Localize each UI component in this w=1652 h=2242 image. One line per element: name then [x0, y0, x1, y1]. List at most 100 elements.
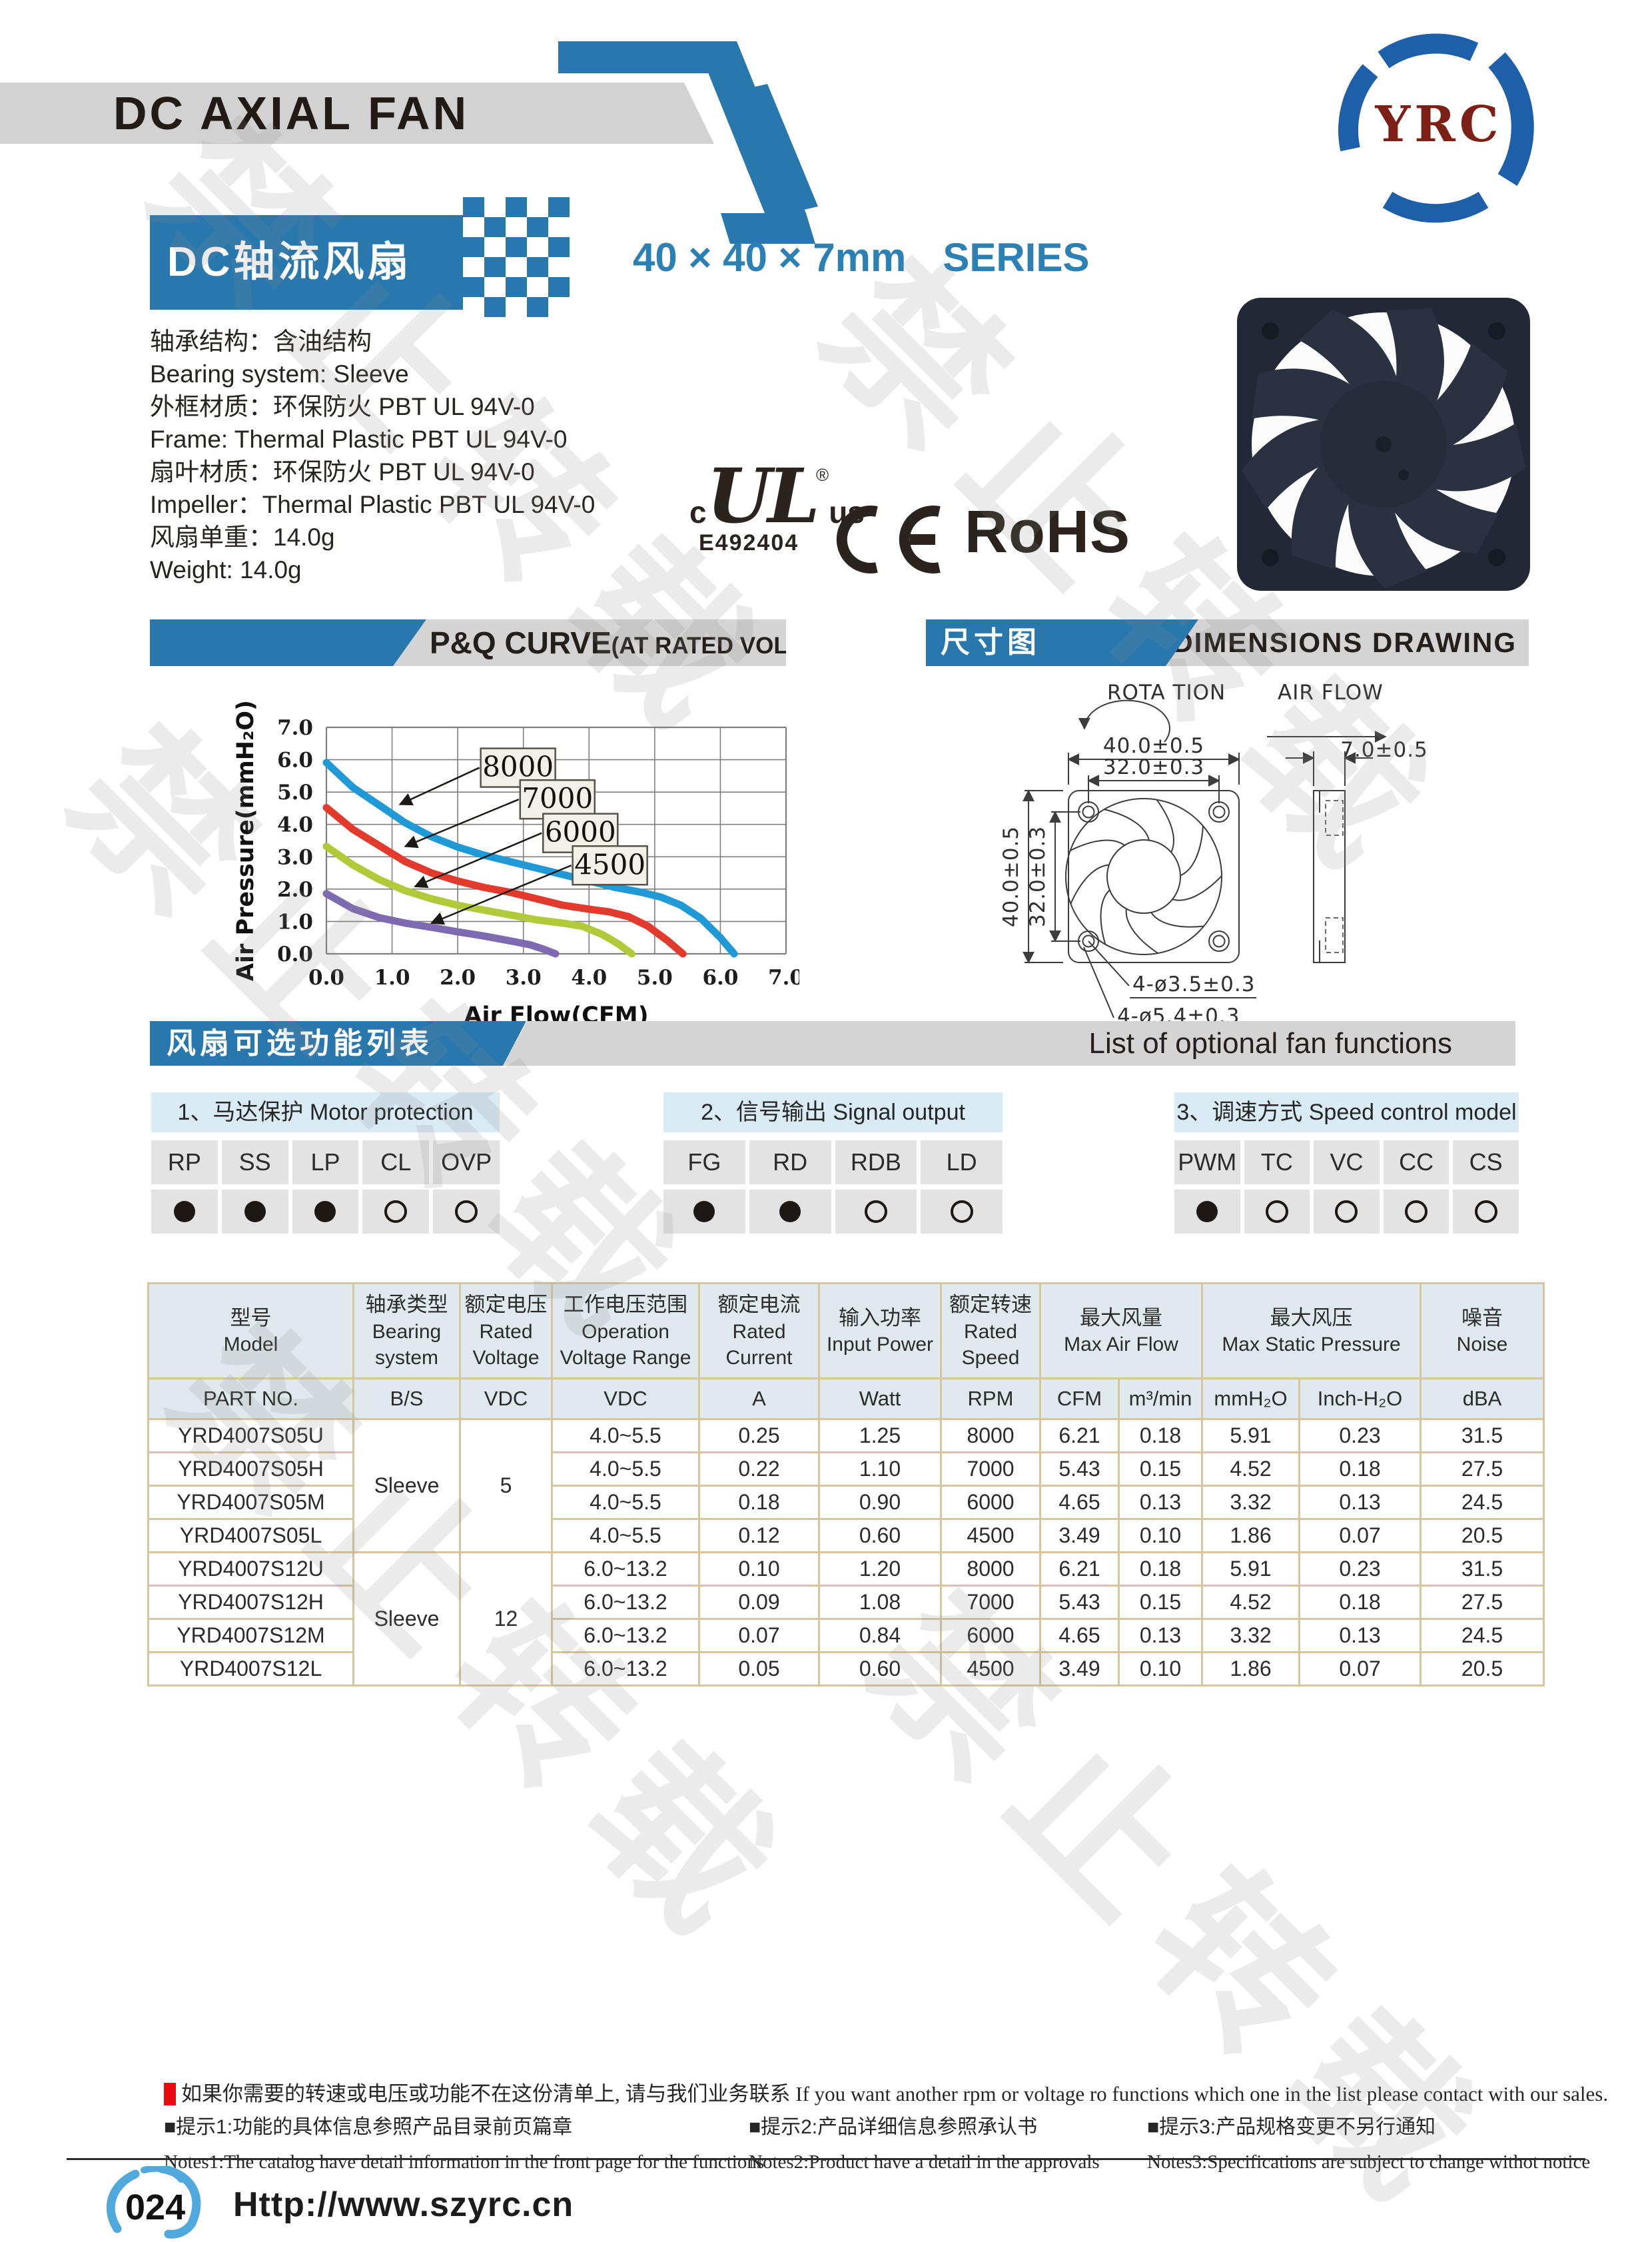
spec-table-part-no: YRD4007S05H [149, 1453, 352, 1485]
dimensions-title-cn: 尺寸图 [941, 626, 1040, 659]
function-enabled-dot-icon [1196, 1201, 1218, 1222]
spec-table-cell: 0.15 [1120, 1453, 1202, 1485]
spec-table-cell: 4.0~5.5 [553, 1453, 698, 1485]
svg-text:2.0: 2.0 [440, 966, 476, 990]
yrc-logo: YRC [1338, 33, 1534, 223]
function-disabled-dot-icon [1405, 1200, 1428, 1223]
spec-table-cell: 0.15 [1120, 1587, 1202, 1618]
spec-table-cell: 8000 [942, 1420, 1039, 1451]
spec-table-cell: 0.05 [700, 1653, 818, 1684]
footer-note-en: Notes1:The catalog have detail informati… [164, 2151, 765, 2173]
spec-table-cell: 1.08 [820, 1587, 940, 1618]
function-availability-cell [151, 1190, 218, 1234]
function-column-header: RD [749, 1140, 831, 1184]
footer-note-cn: ■提示2:产品详细信息参照承认书 [749, 2116, 1038, 2138]
spec-table-cell: 8000 [942, 1553, 1039, 1585]
ul-file-number: E492404 [699, 530, 799, 556]
spec-table-header-cell: 轴承类型 Bearing system [354, 1284, 459, 1377]
function-enabled-dot-icon [779, 1201, 801, 1222]
spec-table-cell: 0.13 [1300, 1487, 1420, 1518]
yrc-logo-text: YRC [1374, 96, 1502, 153]
function-disabled-dot-icon [384, 1200, 408, 1223]
spec-table-cell: 6.0~13.2 [553, 1620, 698, 1651]
spec-table-part-no: YRD4007S12H [149, 1587, 352, 1618]
ce-mark-icon [836, 506, 941, 573]
svg-text:3.0: 3.0 [277, 845, 313, 869]
pq-curve-subtitle: (AT RATED VOL TAGE) [611, 633, 865, 659]
spec-table-cell: 0.22 [700, 1453, 818, 1485]
spec-table-cell: 1.25 [820, 1420, 940, 1451]
function-column-header: CL [362, 1140, 430, 1184]
function-availability-cell [221, 1190, 288, 1234]
spec-table-cell: 31.5 [1422, 1420, 1543, 1451]
spec-table-cell: 0.25 [700, 1420, 818, 1451]
spec-table-header-cell: 输入功率 Input Power [820, 1284, 940, 1377]
spec-table-cell: 5.43 [1041, 1453, 1118, 1485]
dimensions-banner: DIMENSIONS DRAWING [1166, 619, 1529, 666]
spec-table-part-no: YRD4007S05M [149, 1487, 352, 1518]
function-column-header: SS [221, 1140, 288, 1184]
dim-thickness: 7.0±0.5 [1340, 738, 1428, 762]
spec-table-cell: 24.5 [1422, 1487, 1543, 1518]
impeller-blades-sketch [1070, 799, 1222, 954]
spec-table-cell: 1.86 [1203, 1653, 1299, 1684]
spec-table-cell: 0.18 [1300, 1587, 1420, 1618]
function-disabled-dot-icon [950, 1200, 973, 1223]
spec-table-cell: 4.65 [1041, 1487, 1118, 1518]
page-number-logo: 024 [106, 2166, 201, 2239]
spec-line: 扇叶材质：环保防火 PBT UL 94V-0 [150, 458, 535, 486]
functions-title-en: List of optional fan functions [1088, 1027, 1452, 1060]
svg-text:4.0: 4.0 [277, 813, 313, 837]
spec-table-cell: 7000 [942, 1453, 1039, 1485]
spec-table-unit-cell: A [700, 1379, 818, 1418]
series-size-title: 40 × 40 × 7mm SERIES [633, 234, 1089, 280]
spec-table-cell: 7000 [942, 1587, 1039, 1618]
footer-notice: 如果你需要的转速或电压或功能不在这份清单上, 请与我们业务联系 If you w… [164, 2077, 1608, 2107]
ul-letters: UL [706, 453, 820, 540]
dimensions-drawing: ROTA TION AIR FLOW [999, 681, 1428, 1030]
spec-table-header-cell: 最大风量 Max Air Flow [1041, 1284, 1202, 1377]
function-availability-cell [1453, 1190, 1519, 1234]
rohs-mark: RoHS [965, 499, 1130, 565]
website-link[interactable]: Http://www.szyrc.cn [233, 2185, 574, 2224]
spec-table-cell: 6.21 [1041, 1553, 1118, 1585]
spec-line: Frame: Thermal Plastic PBT UL 94V-0 [150, 426, 568, 453]
function-availability-cell [921, 1190, 1003, 1234]
spec-table: 型号 Model 轴承类型 Bearing system 额定电压 Rated Volta… [147, 1282, 1545, 1686]
function-column-header: RDB [835, 1140, 917, 1184]
function-column-header: PWM [1174, 1140, 1240, 1184]
spec-table-cell: 0.07 [700, 1620, 818, 1651]
function-enabled-dot-icon [173, 1201, 195, 1222]
spec-table-bearing: Sleeve [354, 1553, 459, 1684]
spec-table-unit-cell: Watt [820, 1379, 940, 1418]
function-enabled-dot-icon [314, 1201, 336, 1222]
svg-text:5.0: 5.0 [637, 966, 673, 990]
function-column-header: RP [151, 1140, 218, 1184]
spec-table-cell: 4.52 [1203, 1587, 1299, 1618]
series-size: 40 × 40 × 7mm [633, 235, 907, 280]
svg-text:7000: 7000 [522, 782, 593, 815]
spec-table-part-no: YRD4007S12L [149, 1653, 352, 1684]
spec-table-cell: 4500 [942, 1520, 1039, 1551]
airflow-label: AIR FLOW [1278, 681, 1384, 705]
spec-table-cell: 6.0~13.2 [553, 1553, 698, 1585]
spec-table-cell: 1.10 [820, 1453, 940, 1485]
spec-table-cell: 3.32 [1203, 1487, 1299, 1518]
spec-table-cell: 1.86 [1203, 1520, 1299, 1551]
spec-line: 风扇单重：14.0g [150, 524, 335, 551]
spec-table-part-no: YRD4007S05U [149, 1420, 352, 1451]
spec-table-cell: 0.10 [1120, 1520, 1202, 1551]
spec-table-unit-cell: RPM [942, 1379, 1039, 1418]
spec-table-header-cell: 噪音 Noise [1422, 1284, 1543, 1377]
function-availability-cell [1244, 1190, 1310, 1234]
spec-table-header-cell: 额定转速 Rated Speed [942, 1284, 1039, 1377]
spec-line: 轴承结构：含油结构 [150, 328, 372, 355]
spec-table-cell: 27.5 [1422, 1587, 1543, 1618]
spec-table-cell: 6.0~13.2 [553, 1653, 698, 1684]
series-suffix: SERIES [943, 235, 1090, 280]
footer-note-en: Notes2:Product have a detail in the appr… [749, 2151, 1100, 2173]
spec-table-header-cell: 最大风压 Max Static Pressure [1203, 1284, 1420, 1377]
function-disabled-dot-icon [1335, 1200, 1358, 1223]
series-title-cn: DC轴流风扇 [167, 239, 412, 285]
